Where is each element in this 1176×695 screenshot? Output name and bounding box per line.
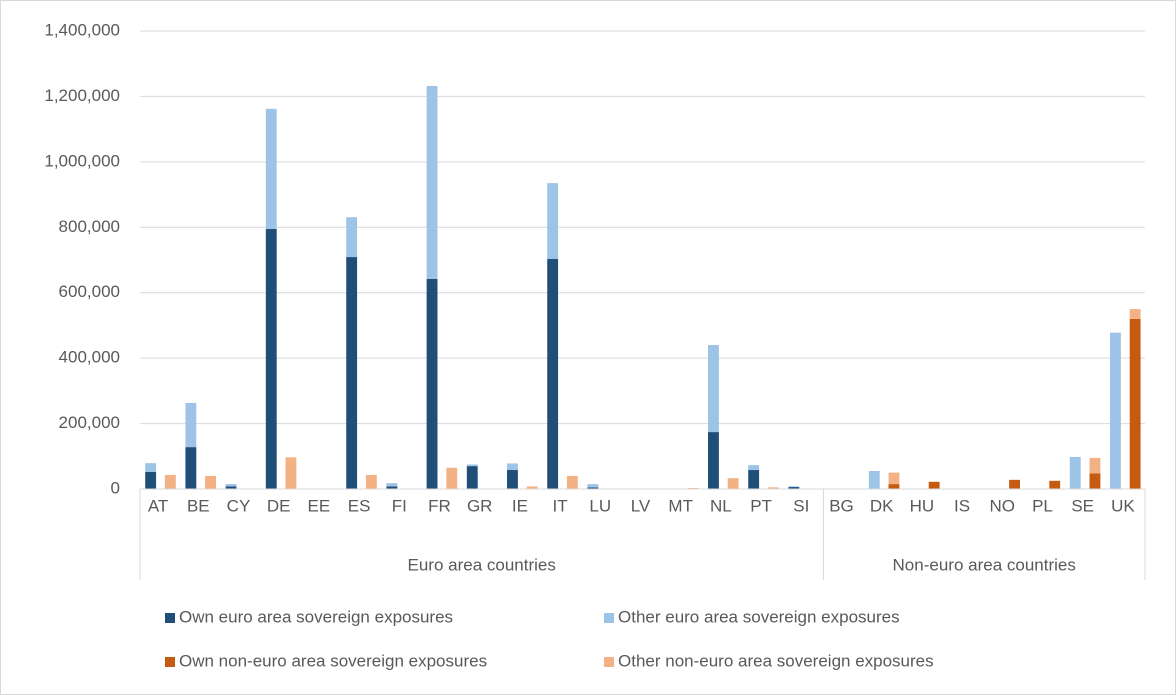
bar-segment [346,257,358,489]
x-tick-label: DK [870,496,894,515]
bar-segment [225,484,237,487]
bar-segment [1089,473,1101,489]
x-tick-label: LV [631,496,651,515]
bar-segment [1129,318,1141,489]
bar-segment [1110,332,1121,489]
x-tick-label: CY [227,496,251,515]
x-tick-label: BE [187,496,210,515]
legend-swatch [165,613,175,623]
bar-segment [446,467,458,489]
bar-segment [1089,457,1101,474]
bar-segment [426,278,438,489]
bar-segment [507,470,518,489]
bar-segment [265,228,277,489]
bar-segment [708,345,719,433]
bar-segment [507,463,518,471]
bar-segment [1009,479,1020,489]
x-tick-label: PT [750,496,772,515]
bar-segment [426,85,438,279]
x-tick-label: NO [990,496,1016,515]
bar-segment [185,402,197,448]
x-tick-label: DE [267,496,291,515]
bar-segment [566,475,578,489]
x-tick-label: GR [467,496,493,515]
y-tick-label: 600,000 [59,282,120,301]
y-tick-label: 1,200,000 [44,86,120,105]
legend-label: Own non-euro area sovereign exposures [179,651,487,670]
x-tick-label: SE [1071,496,1094,515]
bar-segment [547,183,559,260]
x-tick-label: EE [308,496,331,515]
x-tick-label: MT [668,496,693,515]
bar-segment [164,474,176,489]
bar-segment [365,474,377,489]
bar-segment [748,470,760,489]
x-tick-label: AT [148,496,168,515]
legend-label: Other euro area sovereign exposures [618,607,900,626]
x-tick-label: PL [1032,496,1053,515]
legend-label: Other non-euro area sovereign exposures [618,651,934,670]
x-tick-label: IS [954,496,970,515]
bar-segment [265,108,277,229]
bar-segment [285,457,297,489]
x-tick-label: NL [710,496,732,515]
bar-segment [1069,456,1081,489]
y-tick-label: 200,000 [59,413,120,432]
bar-segment [1049,480,1061,489]
y-tick-label: 800,000 [59,217,120,236]
bar-segment [727,478,739,489]
bar-segment [205,475,216,489]
bar-segment [928,481,940,489]
bar-segment [868,471,880,489]
y-tick-label: 1,000,000 [44,151,120,170]
x-tick-label: IE [512,496,528,515]
bar-segment [748,465,760,471]
bar-segment [386,483,398,487]
x-tick-label: IT [553,496,568,515]
x-tick-label: ES [348,496,371,515]
bar-segment [185,447,197,489]
y-tick-label: 400,000 [59,348,120,367]
group-label: Euro area countries [408,555,556,574]
x-tick-label: UK [1111,496,1135,515]
x-tick-label: SI [793,496,809,515]
bar-segment [788,487,800,489]
group-label: Non-euro area countries [893,555,1076,574]
x-tick-label: BG [829,496,854,515]
bar-segment [225,486,237,489]
bar-segment [466,466,478,489]
bar-segment [587,487,599,489]
bar-segment [1129,309,1141,319]
bar-segment [466,464,478,467]
bar-segment [888,484,900,489]
x-tick-label: FR [428,496,451,515]
x-tick-label: FI [392,496,407,515]
bar-segment [346,217,358,258]
legend-swatch [604,657,614,667]
bar-segment [888,472,900,485]
bar-segment [386,486,398,489]
bar-segment [708,432,719,489]
x-tick-label: LU [589,496,611,515]
bar-segment [767,487,779,489]
y-tick-label: 1,400,000 [44,20,120,39]
bar-segment [145,463,157,472]
bar-segment [526,486,538,489]
bar-segment [788,486,800,488]
y-tick-label: 0 [111,478,120,497]
legend-label: Own euro area sovereign exposures [179,607,453,626]
legend-swatch [604,613,614,623]
x-tick-label: HU [910,496,935,515]
bar-segment [145,471,157,489]
bar-segment [587,484,599,488]
legend-swatch [165,657,175,667]
bar-segment [547,259,559,489]
